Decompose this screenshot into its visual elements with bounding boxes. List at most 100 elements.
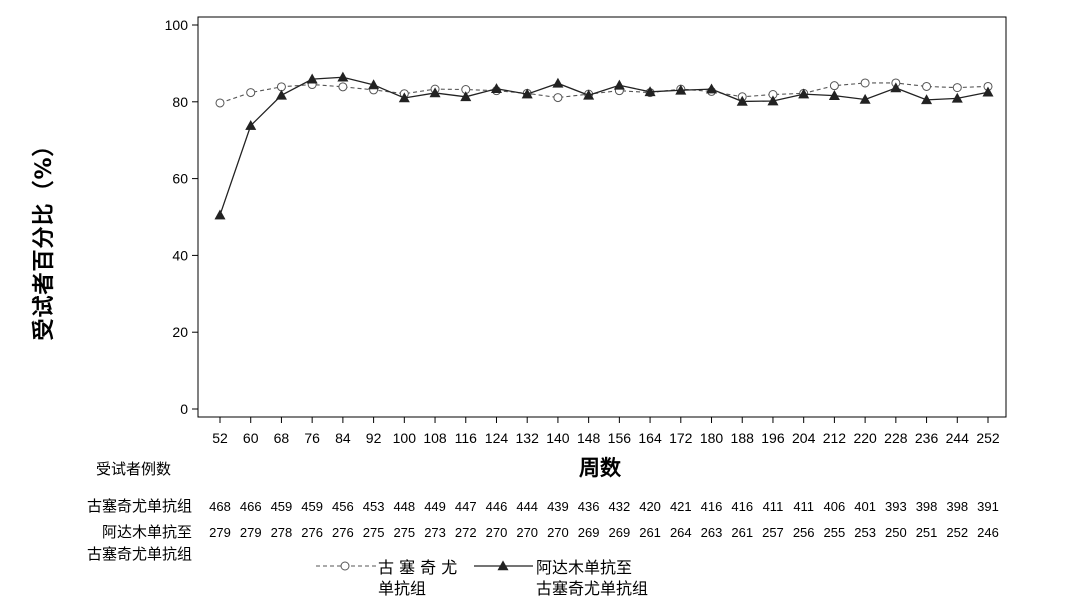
series-2-line [219,76,989,216]
x-tick-label: 92 [366,430,382,446]
count-value: 276 [301,525,323,540]
series-2-point [552,77,564,88]
count-value: 279 [240,525,262,540]
count-value: 393 [885,499,907,514]
series-2-point [398,92,410,103]
x-tick-label: 172 [669,430,693,446]
count-value: 448 [393,499,415,514]
count-value: 459 [271,499,293,514]
x-tick-label: 116 [455,430,478,446]
count-value: 411 [763,499,784,514]
series-2-point [275,89,287,100]
series-2-point [736,95,748,106]
counts-row-label-1-line-1: 古塞奇尤单抗组 [86,497,192,515]
count-value: 411 [793,499,814,514]
series-1-point [829,81,839,91]
series-2-point [798,88,810,99]
count-value: 251 [916,525,938,540]
y-axis-label-text: 受试者百分比（%） [32,133,57,341]
counts-title: 受试者例数 [96,460,172,478]
x-tick-label: 188 [731,430,755,446]
x-axis-label: 周数 [579,456,621,480]
count-value: 246 [977,525,999,540]
series-2 [214,71,994,220]
count-value: 432 [609,499,631,514]
x-tick-label: 220 [853,430,877,446]
x-tick-label: 148 [577,430,601,446]
y-axis: 0 20 40 60 80 100 [165,17,198,417]
y-tick-label: 80 [172,94,188,110]
x-tick-label: 164 [638,430,662,446]
x-tick-label: 204 [792,430,816,446]
series-1-point [338,82,348,92]
series-1-point [553,93,563,103]
y-tick-label: 100 [165,17,189,33]
series-2-point [890,82,902,93]
x-tick-label: 84 [335,430,351,446]
count-value: 269 [578,525,600,540]
series-2-point [214,209,226,220]
count-value: 421 [670,499,692,514]
x-tick-label: 236 [915,430,939,446]
count-value: 276 [332,525,354,540]
count-value: 269 [609,525,631,540]
x-tick-label: 60 [243,430,259,446]
x-tick-label: 244 [946,430,970,446]
y-tick-label: 20 [172,324,188,340]
series-2-point [521,88,533,99]
x-tick-label: 212 [823,430,847,446]
x-tick-label: 124 [485,430,509,446]
count-value: 255 [824,525,846,540]
plot-frame [197,16,1007,418]
x-tick-label: 196 [761,430,785,446]
count-value: 279 [209,525,231,540]
series-2-point [859,93,871,104]
count-value: 270 [516,525,538,540]
count-value: 275 [363,525,385,540]
series-1 [215,78,993,108]
x-tick-label: 180 [700,430,724,446]
count-value: 449 [424,499,446,514]
counts-row-label-2-line-1: 阿达木单抗至 [101,523,192,541]
x-tick-label: 68 [274,430,290,446]
series-2-point [337,71,349,82]
counts-row-label-1: 古塞奇尤单抗组 [12,495,192,517]
series-2-point [675,84,687,95]
count-value: 456 [332,499,354,514]
legend-label-1: 古 塞 奇 尤 单抗组 [378,557,457,599]
x-tick-label: 156 [608,430,632,446]
count-value: 444 [516,499,538,514]
series-2-point [982,86,994,97]
x-tick-label: 140 [546,430,570,446]
series-2-point [828,90,840,100]
count-value: 391 [977,499,999,514]
x-tick-label: 252 [976,430,1000,446]
count-value: 256 [793,525,815,540]
count-value: 263 [701,525,723,540]
count-value: 270 [547,525,569,540]
series-2-point [706,83,718,94]
count-value: 401 [854,499,876,514]
series-2-point [490,83,502,94]
count-value: 261 [731,525,753,540]
count-value: 468 [209,499,231,514]
x-tick-label: 52 [212,430,228,446]
count-value: 416 [731,499,753,514]
series-1-point [860,78,870,88]
series-1-point [215,98,225,108]
x-tick-label: 100 [393,430,417,446]
x-tick-label: 228 [884,430,908,446]
legend-swatch-marker-1 [340,561,350,571]
count-value: 446 [486,499,508,514]
series-2-point [613,79,625,90]
count-value: 275 [393,525,415,540]
count-value: 436 [578,499,600,514]
series-1-point [246,88,256,98]
count-value: 250 [885,525,907,540]
count-value: 459 [301,499,323,514]
counts-table: 468 466 459 459 456 453 448 449 447 446 444 439 436 4… [209,499,999,540]
count-value: 278 [271,525,293,540]
y-tick-label: 60 [172,171,188,187]
series-2-point [583,89,595,100]
